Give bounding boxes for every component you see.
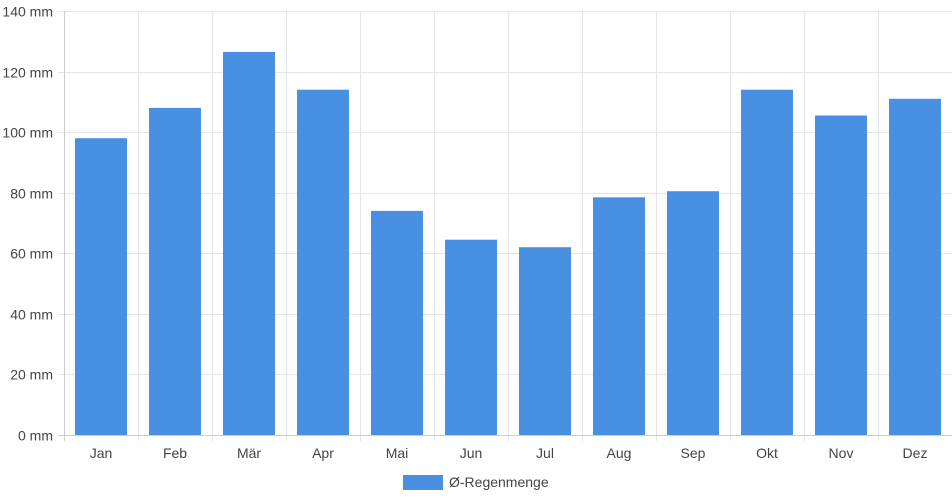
y-tick-label: 40 mm <box>10 307 53 323</box>
bar-jun[interactable] <box>445 239 497 435</box>
x-tick-label: Jun <box>460 445 483 461</box>
bar-apr[interactable] <box>297 89 349 435</box>
y-tick-label: 100 mm <box>2 125 53 141</box>
bar-okt[interactable] <box>741 89 793 435</box>
axes <box>58 11 952 441</box>
x-tick-label: Jul <box>536 445 554 461</box>
x-tick-label: Jan <box>90 445 113 461</box>
bar-aug[interactable] <box>593 197 645 435</box>
y-tick-label: 60 mm <box>10 246 53 262</box>
bar-jul[interactable] <box>519 247 571 435</box>
x-tick-label: Sep <box>681 445 706 461</box>
bars <box>75 51 941 436</box>
x-tick-label: Okt <box>756 445 778 461</box>
bar-mai[interactable] <box>371 210 423 435</box>
y-axis-tick-labels: 0 mm 20 mm 40 mm 60 mm 80 mm 100 mm 120 mm 140 … <box>2 4 53 444</box>
x-tick-label: Mär <box>237 445 261 461</box>
bar-jan[interactable] <box>75 138 127 435</box>
y-tick-label: 120 mm <box>2 65 53 81</box>
y-tick-label: 0 mm <box>18 428 53 444</box>
x-tick-label: Dez <box>903 445 928 461</box>
x-tick-label: Nov <box>829 445 854 461</box>
bar-sep[interactable] <box>667 191 719 435</box>
y-tick-label: 20 mm <box>10 367 53 383</box>
bar-mär[interactable] <box>223 51 275 436</box>
bar-nov[interactable] <box>815 115 867 436</box>
bar-feb[interactable] <box>149 107 201 436</box>
legend-label[interactable]: Ø-Regenmenge <box>449 474 549 490</box>
x-tick-label: Mai <box>386 445 409 461</box>
grid <box>58 11 952 441</box>
x-tick-label: Feb <box>163 445 187 461</box>
legend[interactable]: Ø-Regenmenge <box>403 474 549 490</box>
x-tick-label: Apr <box>312 445 334 461</box>
bar-dez[interactable] <box>889 98 941 436</box>
x-tick-label: Aug <box>607 445 632 461</box>
x-axis-tick-labels: Jan Feb Mär Apr Mai Jun Jul Aug Sep Okt Nov Dez <box>90 445 928 461</box>
y-tick-label: 140 mm <box>2 4 53 20</box>
legend-swatch[interactable] <box>403 475 443 490</box>
y-tick-label: 80 mm <box>10 186 53 202</box>
